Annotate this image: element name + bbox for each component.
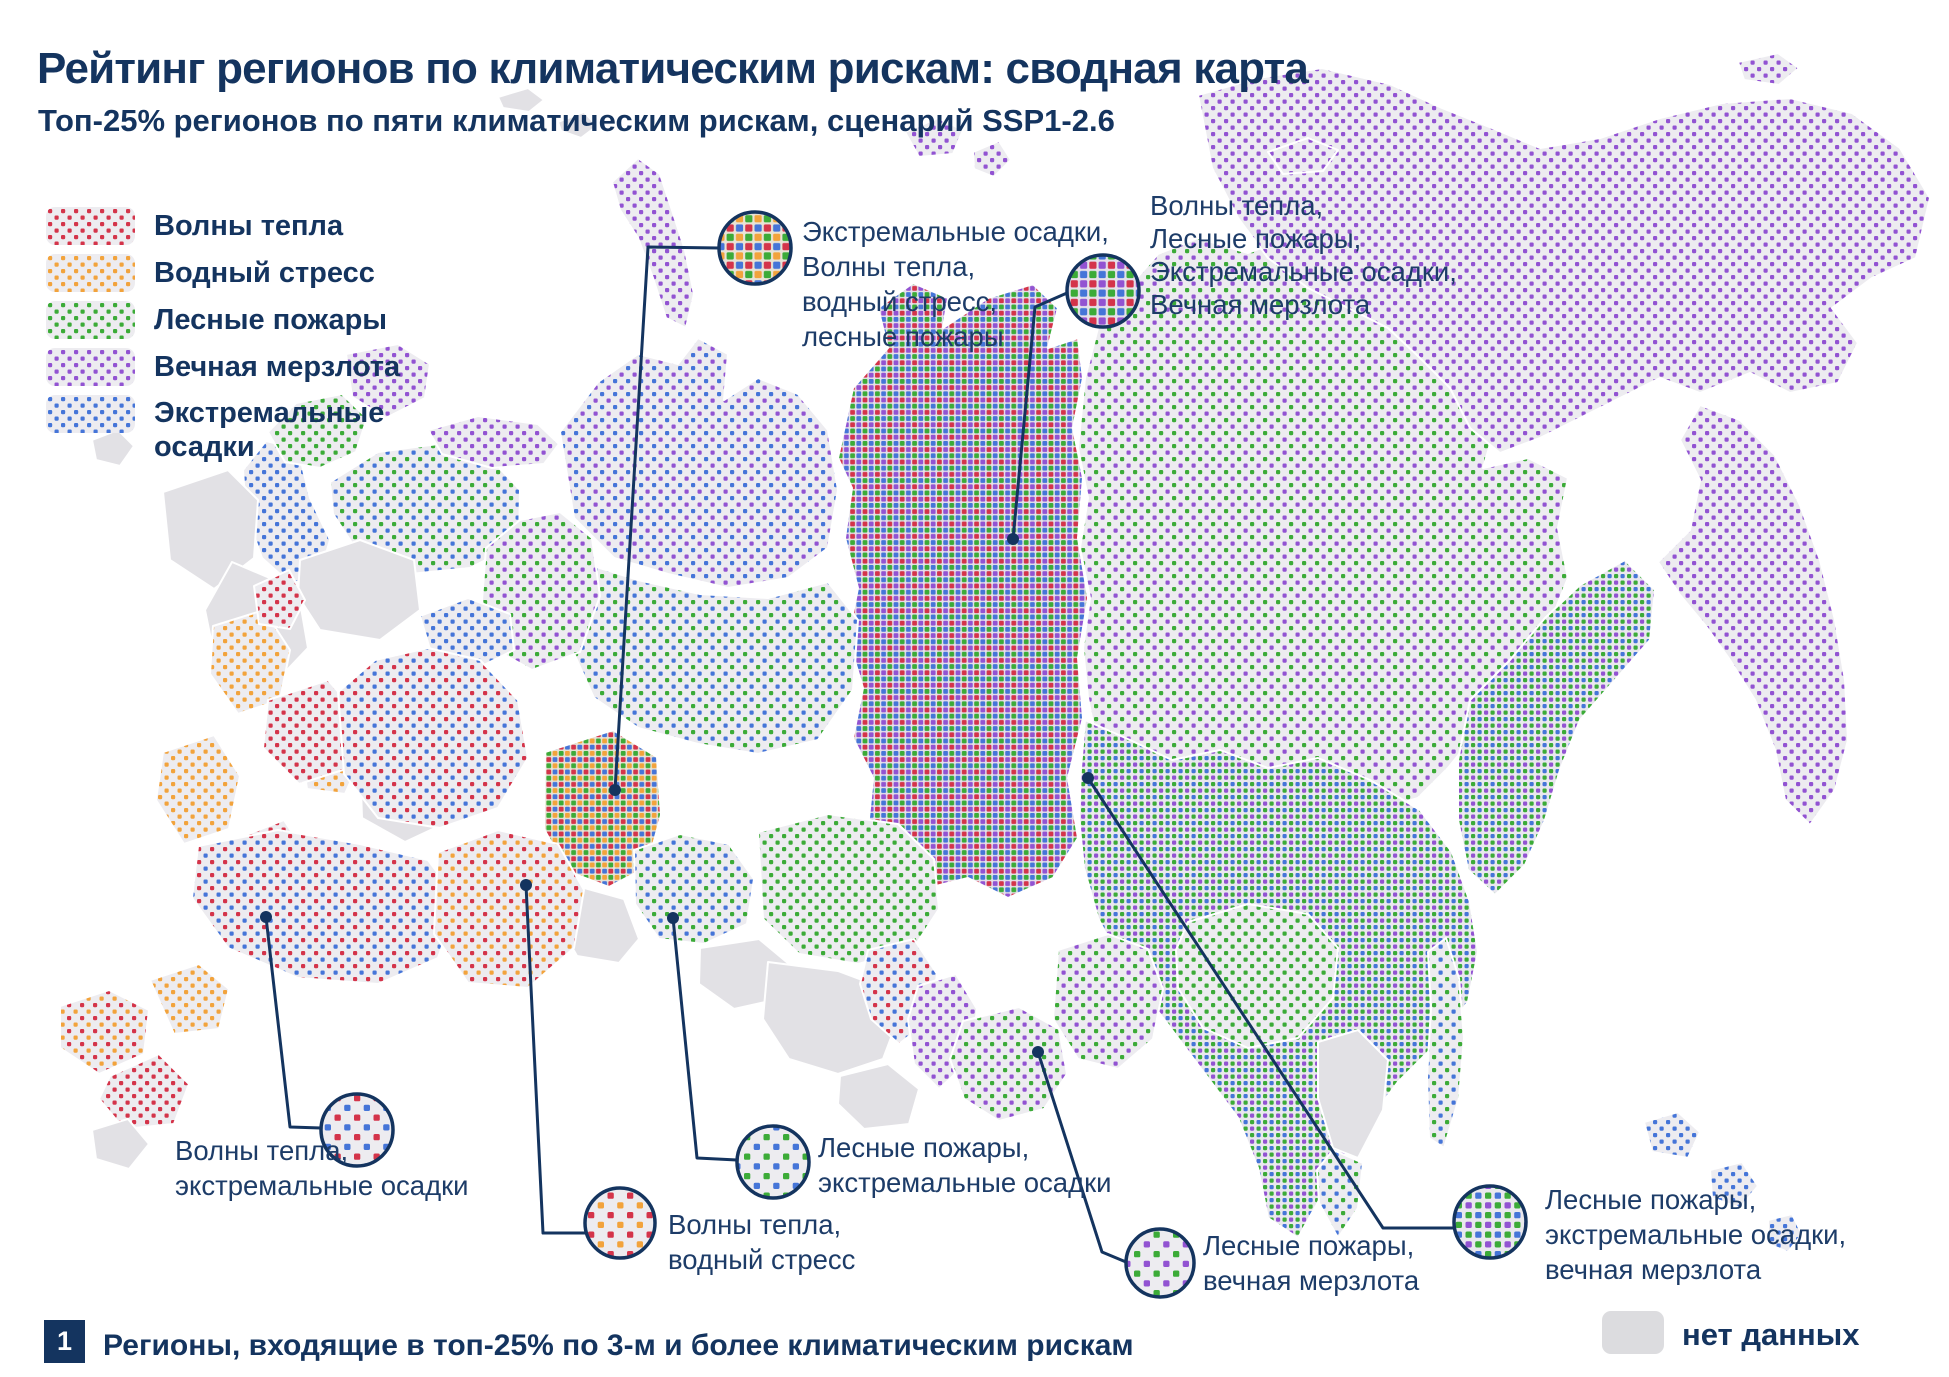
region-caucasus-heat — [98, 1053, 190, 1130]
region-heat-3 — [253, 569, 306, 630]
region-primorye-tip-fire-precip — [1316, 1149, 1364, 1239]
callout-text-krasnoyarsk: Волны тепла, Лесные пожары, Экстремальны… — [1150, 190, 1457, 320]
region-yamal-precip-permafrost — [559, 337, 839, 589]
region-severnaya-zemlya-permafrost-1 — [904, 117, 964, 158]
callout-circle-south-ural — [583, 1186, 657, 1260]
callout-text-tuva: Лесные пожары, вечная мерзлота — [1203, 1230, 1420, 1296]
region-franz-josef-nodata-1 — [497, 87, 545, 113]
footnote-marker-badge: 1 — [44, 1320, 85, 1363]
region-tuva-fire-permafrost — [949, 1006, 1068, 1122]
region-chukotka-permafrost — [1197, 67, 1931, 454]
forest-fires-pattern-swatch-icon — [46, 301, 135, 339]
leader-anchor-dot — [520, 879, 532, 891]
region-sakhalin-fire-precip — [1426, 937, 1465, 1149]
leader-volga — [260, 911, 322, 1130]
leader-krasnoyarsk — [1007, 291, 1068, 545]
callout-circle-ural — [717, 210, 793, 286]
callout-circles — [319, 210, 1528, 1299]
region-west-nodata-3 — [297, 539, 421, 641]
callout-text-khabarovsk: Лесные пожары, экстремальные осадки, веч… — [1545, 1184, 1847, 1285]
region-krasnoyarsk-4risks — [837, 282, 1089, 899]
region-murmansk-fire — [267, 393, 368, 469]
region-severnaya-zemlya-permafrost-2 — [972, 140, 1012, 178]
callout-text-volga: Волны тепла, экстремальные осадки — [175, 1135, 469, 1201]
region-west-nodata-1 — [162, 469, 259, 590]
risk-legend: Волны тепла Водный стресс Лесные пожары … — [46, 207, 400, 464]
leader-anchor-dot — [609, 784, 621, 796]
region-primorye-nodata — [1317, 1029, 1389, 1159]
leader-anchor-dot — [1007, 533, 1019, 545]
callout-circle-khabarovsk — [1452, 1184, 1528, 1260]
region-volga-heat-precip-north — [337, 647, 529, 829]
legend-label: Экстремальные осадки — [154, 397, 385, 463]
legend-label: Волны тепла — [154, 210, 344, 242]
region-caucasus-nodata — [91, 1118, 150, 1170]
region-caucasus-heat-water — [59, 989, 150, 1075]
callout-leaders — [260, 245, 1454, 1264]
region-khanty-fire-precip — [567, 559, 859, 755]
region-buryatia-fire-permafrost — [1052, 933, 1164, 1070]
region-novaya-zemlya-permafrost — [611, 157, 695, 329]
region-volga-heat-precip-south — [191, 829, 459, 985]
page-title: Рейтинг регионов по климатическим рискам… — [37, 44, 1309, 93]
legend-item-heat-waves: Волны тепла — [46, 207, 400, 245]
region-tyumen-fire-precip — [633, 833, 755, 945]
leader-ural — [609, 245, 720, 796]
legend-item-extreme-precipitation: Экстремальные осадки — [46, 395, 400, 464]
legend-label: Вечная мерзлота — [154, 351, 401, 383]
permafrost-pattern-swatch-icon — [46, 348, 135, 386]
callout-circle-volga — [319, 1092, 395, 1168]
no-data-swatch-icon — [1602, 1311, 1664, 1354]
legend-item-water-stress: Водный стресс — [46, 254, 400, 292]
region-south-ural-heat-water — [433, 829, 585, 989]
callout-circle-tyumen — [735, 1124, 811, 1200]
region-nenets-permafrost — [427, 415, 560, 469]
region-south-siberia-nodata-3 — [837, 1063, 920, 1130]
region-caucasus-water — [149, 963, 230, 1035]
region-kola-permafrost — [345, 343, 431, 419]
region-altai-fire — [757, 813, 940, 965]
leader-tyumen — [667, 912, 738, 1162]
region-kurils-precip-3 — [1767, 1213, 1803, 1253]
water-stress-pattern-swatch-icon — [46, 254, 135, 292]
leader-anchor-dot — [1082, 772, 1094, 784]
callout-text-south-ural: Волны тепла, водный стресс — [668, 1209, 856, 1275]
footnote-text: Регионы, входящие в топ-25% по 3-м и бол… — [103, 1329, 1134, 1362]
legend-label: Лесные пожары — [154, 304, 388, 336]
region-magadan-3risks — [1457, 559, 1656, 896]
legend-item-permafrost: Вечная мерзлота — [46, 348, 400, 386]
leader-south-ural — [520, 879, 585, 1235]
page-subtitle: Топ-25% регионов по пяти климатическим р… — [38, 103, 1115, 138]
callout-circle-krasnoyarsk — [1065, 253, 1141, 329]
callout-text-ural: Экстремальные осадки, Волны тепла, водны… — [802, 216, 1109, 352]
region-franz-josef-nodata-2 — [557, 111, 598, 139]
leader-anchor-dot — [260, 911, 272, 923]
region-water-stress-2 — [155, 734, 241, 845]
leader-tuva — [1032, 1046, 1127, 1264]
legend-item-forest-fires: Лесные пожары — [46, 301, 400, 339]
leader-khabarovsk — [1082, 772, 1454, 1230]
region-kamchatka-permafrost — [1657, 404, 1849, 826]
callout-circle-tuva — [1124, 1227, 1196, 1299]
region-kurils-precip-2 — [1709, 1161, 1759, 1209]
region-new-siberian-islands-permafrost — [1267, 137, 1339, 175]
callout-text-tyumen: Лесные пожары, экстремальные осадки — [818, 1132, 1112, 1198]
heat-waves-pattern-swatch-icon — [46, 207, 135, 245]
map-regions — [59, 52, 1931, 1253]
region-amur-fire — [1175, 903, 1339, 1049]
region-wrangel-permafrost — [1737, 52, 1800, 86]
region-kurils-precip-1 — [1643, 1111, 1701, 1159]
leader-anchor-dot — [1032, 1046, 1044, 1058]
extreme-precipitation-pattern-swatch-icon — [46, 395, 135, 433]
leader-anchor-dot — [667, 912, 679, 924]
legend-label: Водный стресс — [154, 257, 375, 289]
no-data-label: нет данных — [1682, 1317, 1860, 1352]
